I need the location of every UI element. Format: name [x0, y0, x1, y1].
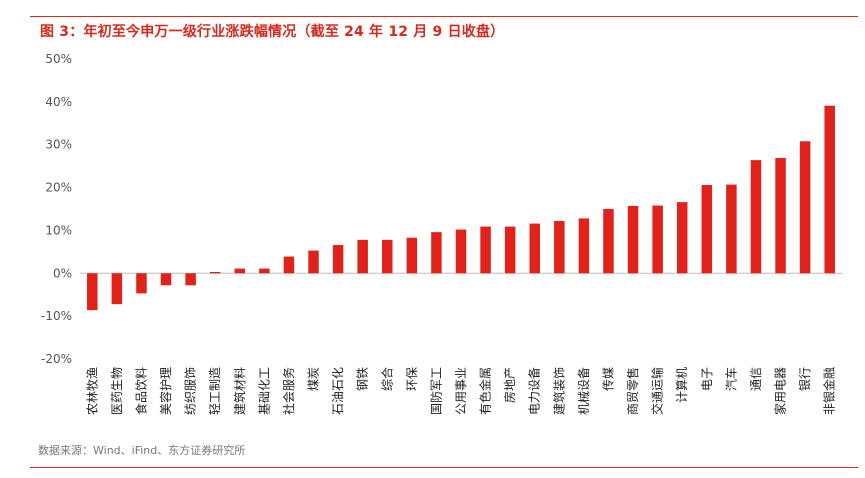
x-tick-label: 计算机 [674, 367, 689, 403]
x-tick-label: 电子 [700, 367, 714, 391]
bar-6 [209, 272, 221, 274]
bar-4 [160, 273, 172, 286]
bar-9 [283, 256, 295, 274]
y-tick-label: 50% [45, 52, 72, 66]
bar-2 [111, 273, 123, 305]
bar-1 [87, 273, 98, 311]
x-tick-label: 医药生物 [110, 367, 124, 415]
x-tick-label: 国防军工 [428, 367, 443, 415]
x-tick-label: 钢铁 [356, 367, 370, 391]
bar-21 [578, 218, 590, 274]
x-tick-label: 银行 [798, 367, 812, 391]
bar-31 [824, 105, 835, 274]
bar-26 [701, 185, 713, 274]
bar-28 [750, 160, 762, 274]
x-tick-label: 建筑材料 [232, 367, 247, 415]
y-tick-label: 0% [53, 266, 72, 280]
bar-3 [136, 273, 147, 294]
bar-22 [603, 209, 614, 274]
y-tick-label: 10% [45, 223, 72, 237]
figure-title: 图 3：年初至今申万一级行业涨跌幅情况（截至 24 年 12 月 9 日收盘） [40, 24, 505, 40]
bar-15 [431, 232, 442, 274]
bar-7 [234, 268, 246, 274]
top-rule [30, 16, 858, 17]
x-tick-label: 石油石化 [331, 367, 345, 415]
source-note: 数据来源：Wind、iFind、东方证券研究所 [38, 444, 246, 457]
bar-16 [455, 229, 467, 274]
x-tick-label: 商贸零售 [625, 367, 640, 415]
bar-17 [480, 226, 491, 274]
x-tick-label: 基础化工 [257, 367, 271, 415]
bar-23 [627, 206, 639, 274]
bar-8 [259, 268, 270, 274]
bottom-rule [30, 467, 858, 468]
x-tick-label: 建筑装饰 [551, 367, 566, 415]
x-tick-label: 交通运输 [650, 367, 665, 415]
bar-25 [676, 202, 688, 274]
y-tick-label: 30% [45, 138, 72, 152]
bar-20 [554, 221, 565, 274]
x-tick-label: 家用电器 [773, 367, 788, 415]
x-tick-label: 轻工制造 [208, 367, 222, 415]
x-tick-label: 综合 [379, 367, 394, 391]
y-tick-label: 40% [45, 95, 72, 109]
y-tick-label: -10% [41, 309, 72, 323]
x-tick-label: 美容护理 [158, 367, 173, 415]
bar-18 [504, 226, 516, 274]
y-tick-label: 20% [45, 181, 72, 195]
bar-13 [382, 239, 393, 274]
x-tick-label: 房地产 [502, 367, 517, 403]
bar-30 [799, 141, 811, 274]
x-tick-label: 非银金融 [822, 367, 837, 415]
bar-19 [529, 223, 540, 274]
bar-24 [652, 205, 663, 274]
x-tick-label: 农林牧渔 [85, 367, 99, 415]
x-tick-label: 煤炭 [307, 367, 321, 391]
bar-12 [357, 239, 368, 274]
bar-5 [185, 273, 196, 286]
bar-chart: -20% -10% 0% 10% 20% 30% 40% 50% 农林牧渔 医药生物 食品饮料 美容护… [41, 52, 842, 415]
bar-27 [726, 184, 737, 274]
x-tick-label: 传媒 [600, 367, 615, 391]
x-tick-label: 电力设备 [528, 367, 542, 415]
x-tick-label: 机械设备 [576, 367, 591, 415]
y-tick-label: -20% [41, 352, 72, 366]
x-tick-label: 通信 [749, 367, 763, 391]
x-tick-label: 纺织服饰 [184, 367, 198, 415]
x-tick-label: 公用事业 [454, 367, 468, 415]
x-tick-label: 有色金属 [478, 367, 493, 415]
x-tick-label: 食品饮料 [133, 367, 148, 415]
bar-29 [775, 158, 786, 274]
bar-14 [406, 237, 418, 274]
bar-11 [332, 245, 344, 274]
x-tick-label: 环保 [405, 367, 419, 391]
bar-10 [308, 250, 319, 274]
x-tick-label: 汽车 [723, 367, 738, 391]
x-tick-label: 社会服务 [281, 367, 296, 415]
